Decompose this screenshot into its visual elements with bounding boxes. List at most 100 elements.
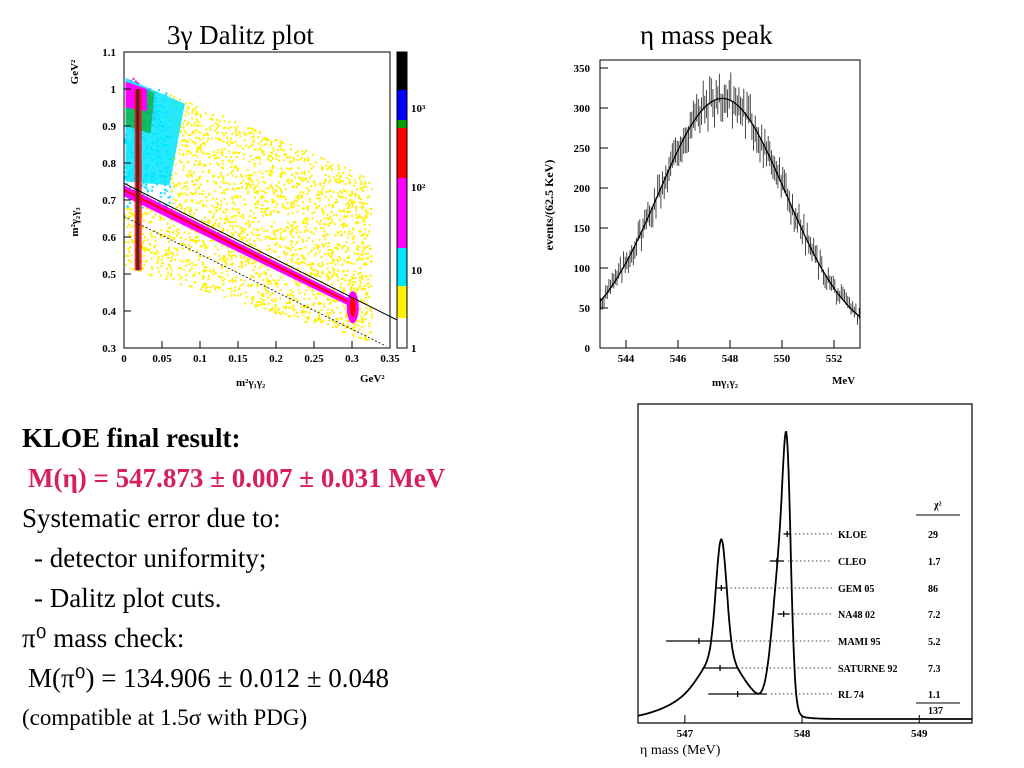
density-point — [205, 266, 208, 269]
density-point — [184, 144, 187, 147]
density-point — [193, 272, 196, 275]
density-point — [165, 92, 168, 95]
density-point — [318, 197, 321, 200]
density-point — [298, 271, 301, 273]
density-point — [368, 224, 371, 227]
density-point — [250, 243, 253, 246]
density-point — [230, 257, 233, 260]
density-point — [184, 131, 187, 134]
density-point — [223, 120, 226, 123]
density-point — [331, 169, 334, 172]
density-point — [195, 106, 198, 109]
density-point — [278, 145, 281, 148]
meas-chi2: 86 — [928, 584, 938, 595]
density-point — [355, 213, 358, 216]
density-point — [362, 206, 365, 209]
density-point — [209, 162, 212, 165]
density-point — [168, 246, 171, 249]
density-point — [270, 298, 273, 301]
density-point — [203, 134, 206, 136]
density-point — [287, 265, 290, 268]
density-point — [344, 326, 347, 329]
density-point — [353, 184, 355, 187]
density-point — [294, 249, 297, 252]
density-point — [276, 210, 279, 213]
density-point — [201, 245, 204, 247]
density-point — [275, 154, 278, 157]
density-point — [356, 244, 359, 247]
density-point — [342, 277, 345, 280]
density-point — [323, 244, 325, 247]
density-point — [307, 190, 310, 193]
density-point — [294, 226, 297, 229]
density-point — [254, 190, 257, 193]
density-point — [192, 183, 195, 186]
density-point — [249, 258, 252, 261]
density-point — [205, 246, 208, 249]
density-point — [203, 243, 206, 246]
dalitz-yunit: GeV² — [69, 59, 81, 84]
density-point — [292, 202, 295, 205]
density-point — [347, 326, 350, 329]
density-point — [307, 237, 310, 239]
density-point — [312, 154, 315, 156]
density-point — [307, 286, 310, 289]
density-point — [240, 232, 242, 235]
density-point — [239, 238, 242, 241]
mass-data — [600, 72, 860, 325]
density-point — [202, 277, 205, 280]
density-point — [280, 235, 283, 238]
density-point — [224, 259, 227, 262]
density-point — [347, 249, 350, 252]
density-point — [133, 224, 136, 227]
density-point — [277, 279, 280, 282]
density-point — [347, 283, 350, 286]
density-point — [167, 235, 170, 238]
density-point — [304, 225, 307, 228]
density-point — [170, 178, 173, 181]
density-point — [339, 234, 342, 237]
density-point — [187, 133, 190, 136]
density-point — [362, 252, 365, 255]
density-point — [277, 185, 280, 188]
density-point — [245, 296, 248, 299]
density-point — [365, 338, 368, 341]
density-point — [264, 265, 267, 268]
density-point — [297, 183, 300, 186]
density-point — [365, 185, 368, 188]
density-point — [250, 302, 253, 305]
density-point — [322, 212, 324, 215]
density-point — [285, 307, 287, 310]
density-point — [230, 255, 233, 258]
density-point — [171, 202, 174, 205]
density-point — [221, 160, 224, 162]
density-point — [266, 248, 269, 251]
density-point — [236, 151, 239, 154]
density-point — [248, 178, 251, 181]
density-point — [342, 331, 344, 334]
density-point — [261, 149, 263, 152]
density-point — [275, 189, 278, 191]
density-point — [275, 184, 278, 187]
comp-xtick-label: 547 — [677, 728, 694, 740]
density-point — [255, 178, 258, 181]
density-point — [129, 231, 132, 234]
density-point — [355, 205, 357, 208]
density-point — [284, 253, 287, 256]
density-point — [247, 174, 250, 177]
density-point — [267, 158, 270, 161]
density-point — [330, 195, 332, 198]
dalitz-density — [124, 77, 373, 341]
density-point — [332, 288, 335, 291]
density-point — [263, 153, 265, 156]
density-point — [208, 171, 211, 174]
density-point — [167, 271, 170, 274]
dalitz-band-core — [123, 189, 353, 305]
density-point — [261, 293, 263, 296]
density-point — [361, 253, 363, 256]
density-point — [290, 240, 293, 243]
density-point — [286, 201, 289, 204]
density-point — [164, 235, 166, 237]
density-point — [299, 282, 302, 284]
density-point — [283, 252, 286, 255]
